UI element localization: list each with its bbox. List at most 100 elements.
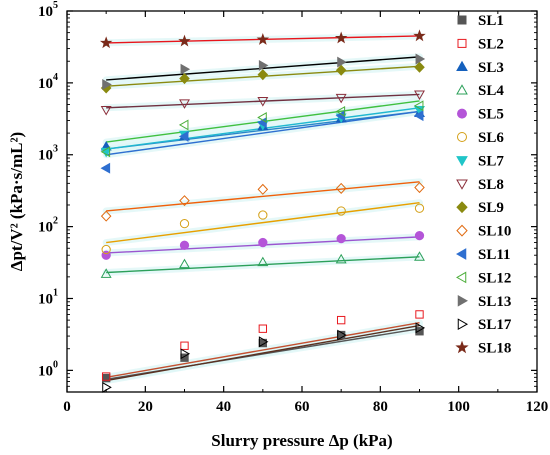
fit-line-sl6 (106, 202, 420, 244)
point-sl12 (178, 119, 189, 131)
point-sl18 (99, 36, 113, 49)
point-sl6 (101, 244, 111, 255)
point-sl12 (335, 106, 346, 117)
y-tick-label: 10 (38, 4, 53, 20)
legend-marker-sl10 (456, 224, 468, 237)
x-tick-label: 80 (373, 399, 388, 415)
legend-marker-sl4 (456, 84, 468, 95)
point-sl9 (257, 69, 269, 81)
point-sl12 (257, 112, 267, 123)
point-sl13 (180, 63, 191, 75)
legend-marker-sl7 (456, 156, 468, 167)
point-sl6 (179, 219, 190, 229)
legend-label-sl13: SL13 (478, 294, 511, 310)
point-sl13 (102, 79, 112, 90)
fit-line-sl2 (106, 322, 420, 379)
data-points (99, 29, 426, 393)
point-sl11 (100, 162, 111, 174)
legend-marker-sl9 (456, 201, 468, 214)
point-sl7 (414, 106, 425, 116)
point-sl17 (180, 348, 191, 360)
legend-marker-sl12 (455, 271, 467, 284)
point-sl4 (257, 256, 269, 267)
point-sl13 (415, 53, 426, 65)
fit-lines (102, 32, 423, 385)
x-tick-label: 60 (295, 399, 310, 415)
y-tick-exponent: 1 (53, 287, 58, 298)
point-sl6 (414, 203, 425, 213)
point-sl2 (415, 310, 424, 319)
point-sl11 (413, 110, 424, 122)
point-sl18 (256, 33, 270, 45)
legend-label-sl8: SL8 (478, 177, 504, 193)
fit-line-sl17 (106, 324, 420, 382)
legend-label-sl12: SL12 (478, 270, 511, 286)
x-tick-label: 100 (447, 399, 470, 415)
y-tick-label: 10 (38, 148, 53, 164)
point-sl9 (414, 61, 425, 73)
point-sl13 (337, 56, 347, 68)
point-sl10 (414, 181, 425, 194)
legend-marker-sl6 (457, 132, 467, 142)
point-sl10 (100, 210, 112, 222)
point-sl4 (179, 258, 190, 269)
point-sl18 (334, 31, 348, 44)
x-axis-label: Slurry pressure Δp (kPa) (211, 431, 392, 450)
legend-label-sl5: SL5 (478, 107, 504, 123)
point-sl4 (414, 251, 425, 261)
legend-label-sl4: SL4 (478, 83, 504, 99)
y-tick-exponent: 2 (53, 216, 58, 227)
x-tick-label: 0 (63, 399, 71, 415)
point-sl18 (178, 34, 191, 47)
point-sl10 (335, 182, 347, 194)
point-sl5 (179, 240, 190, 250)
legend-marker-sl11 (455, 248, 467, 260)
point-sl5 (336, 234, 346, 244)
point-sl8 (335, 93, 347, 104)
point-sl2 (101, 372, 111, 381)
legend-marker-sl2 (457, 38, 467, 48)
y-tick-label: 10 (38, 363, 53, 379)
point-sl12 (100, 146, 111, 158)
fit-line-sl4 (106, 256, 420, 274)
legend-label-sl3: SL3 (478, 60, 504, 76)
legend-label-sl10: SL10 (478, 224, 511, 240)
point-sl9 (335, 64, 347, 76)
point-sl17 (415, 322, 426, 334)
point-sl17 (258, 336, 269, 348)
legend-marker-sl13 (457, 294, 469, 307)
point-sl10 (257, 183, 269, 195)
point-sl12 (413, 100, 424, 112)
legend-marker-sl3 (456, 60, 468, 72)
point-sl8 (257, 97, 269, 107)
point-sl17 (337, 329, 347, 341)
point-sl5 (414, 230, 425, 241)
legend-label-sl1: SL1 (478, 13, 504, 29)
point-sl2 (336, 315, 346, 325)
point-sl17 (102, 381, 112, 393)
legend-label-sl2: SL2 (478, 36, 504, 52)
legend-marker-sl5 (457, 108, 467, 119)
y-axis-label: Δpt/V² (kPa·s/mL²) (7, 132, 26, 271)
point-sl8 (100, 106, 112, 116)
fit-line-sl8 (106, 93, 420, 109)
point-sl6 (258, 210, 268, 220)
fit-line-sl10 (106, 181, 420, 212)
y-tick-label: 10 (38, 291, 53, 307)
x-tick-label: 40 (216, 399, 231, 415)
legend-label-sl9: SL9 (478, 200, 504, 216)
legend-label-sl6: SL6 (478, 130, 504, 146)
point-sl8 (179, 99, 190, 109)
y-tick-label: 10 (38, 76, 53, 92)
point-sl2 (180, 341, 189, 350)
legend: SL1 SL2 SL3 SL4 SL5 SL6 SL7 SL8 SL9 SL10 SL11 SL12 S… (455, 13, 512, 357)
point-sl11 (178, 130, 189, 142)
legend-label-sl11: SL11 (478, 247, 511, 263)
legend-marker-sl17 (457, 318, 469, 331)
point-sl5 (258, 237, 268, 248)
y-tick-exponent: 5 (53, 0, 58, 11)
point-sl6 (336, 206, 346, 216)
point-sl8 (414, 90, 425, 101)
